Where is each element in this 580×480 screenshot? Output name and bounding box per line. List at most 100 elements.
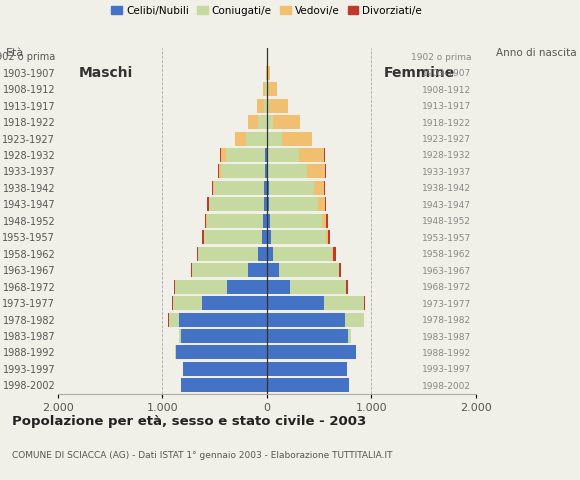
Bar — [282, 132, 311, 145]
Bar — [267, 362, 347, 376]
Bar — [212, 181, 213, 195]
Bar — [221, 148, 226, 162]
Bar — [173, 296, 202, 310]
Bar — [299, 148, 324, 162]
Bar — [174, 280, 175, 294]
Bar — [267, 148, 268, 162]
Bar — [346, 280, 347, 294]
Bar — [307, 165, 325, 179]
Bar — [267, 197, 269, 211]
Bar — [273, 115, 300, 129]
Bar — [259, 115, 267, 129]
Bar — [267, 165, 269, 179]
Bar — [269, 165, 307, 179]
Bar — [325, 165, 326, 179]
Text: Maschi: Maschi — [79, 66, 133, 80]
Bar — [267, 181, 269, 195]
Bar — [324, 181, 325, 195]
Text: Popolazione per età, sesso e stato civile - 2003: Popolazione per età, sesso e stato civil… — [12, 415, 366, 428]
Text: COMUNE DI SCIACCA (AG) - Dati ISTAT 1° gennaio 2003 - Elaborazione TUTTITALIA.IT: COMUNE DI SCIACCA (AG) - Dati ISTAT 1° g… — [12, 451, 392, 460]
Bar — [269, 181, 314, 195]
Bar — [332, 247, 336, 261]
Bar — [259, 247, 267, 261]
Bar — [206, 214, 263, 228]
Bar — [322, 214, 327, 228]
Bar — [324, 296, 364, 310]
Bar — [269, 197, 318, 211]
Bar — [246, 132, 267, 145]
Bar — [205, 214, 206, 228]
Bar — [264, 82, 267, 96]
Bar — [267, 132, 282, 145]
Text: Femmine: Femmine — [383, 66, 455, 80]
Bar — [262, 230, 267, 244]
Bar — [273, 247, 332, 261]
Bar — [202, 296, 267, 310]
Bar — [324, 148, 325, 162]
Bar — [191, 263, 248, 277]
Bar — [325, 197, 327, 211]
Bar — [267, 214, 270, 228]
Bar — [264, 98, 267, 113]
Bar — [183, 362, 267, 376]
Bar — [267, 263, 280, 277]
Bar — [181, 378, 267, 392]
Bar — [280, 263, 339, 277]
Bar — [220, 148, 221, 162]
Bar — [267, 230, 271, 244]
Bar — [270, 214, 322, 228]
Bar — [179, 312, 267, 326]
Bar — [267, 296, 324, 310]
Bar — [364, 296, 365, 310]
Bar — [197, 247, 198, 261]
Bar — [235, 132, 246, 145]
Bar — [339, 263, 342, 277]
Bar — [264, 165, 267, 179]
Bar — [201, 230, 204, 244]
Bar — [213, 181, 214, 195]
Bar — [264, 197, 267, 211]
Bar — [267, 98, 269, 113]
Bar — [328, 230, 331, 244]
Bar — [214, 181, 264, 195]
Bar — [267, 346, 356, 360]
Bar — [327, 214, 328, 228]
Bar — [176, 346, 267, 360]
Bar — [263, 214, 267, 228]
Bar — [267, 66, 270, 80]
Bar — [209, 197, 264, 211]
Bar — [204, 230, 262, 244]
Bar — [269, 98, 288, 113]
Bar — [175, 280, 227, 294]
Bar — [227, 280, 267, 294]
Bar — [290, 280, 346, 294]
Text: Anno di nascita: Anno di nascita — [496, 48, 577, 58]
Bar — [327, 230, 328, 244]
Bar — [267, 115, 273, 129]
Bar — [263, 82, 264, 96]
Bar — [267, 82, 269, 96]
Bar — [267, 247, 273, 261]
Bar — [267, 312, 345, 326]
Bar — [267, 280, 290, 294]
Bar — [267, 329, 348, 343]
Bar — [345, 312, 364, 326]
Bar — [218, 165, 219, 179]
Bar — [248, 263, 267, 277]
Bar — [221, 165, 264, 179]
Bar — [318, 197, 325, 211]
Bar — [271, 230, 327, 244]
Bar — [206, 197, 209, 211]
Bar — [219, 165, 221, 179]
Bar — [348, 329, 351, 343]
Bar — [198, 247, 259, 261]
Bar — [264, 181, 267, 195]
Bar — [179, 329, 181, 343]
Bar — [264, 148, 267, 162]
Bar — [248, 115, 259, 129]
Bar — [258, 98, 264, 113]
Legend: Celibi/Nubili, Coniugati/e, Vedovi/e, Divorziati/e: Celibi/Nubili, Coniugati/e, Vedovi/e, Di… — [107, 1, 426, 20]
Bar — [314, 181, 324, 195]
Bar — [181, 329, 267, 343]
Bar — [226, 148, 264, 162]
